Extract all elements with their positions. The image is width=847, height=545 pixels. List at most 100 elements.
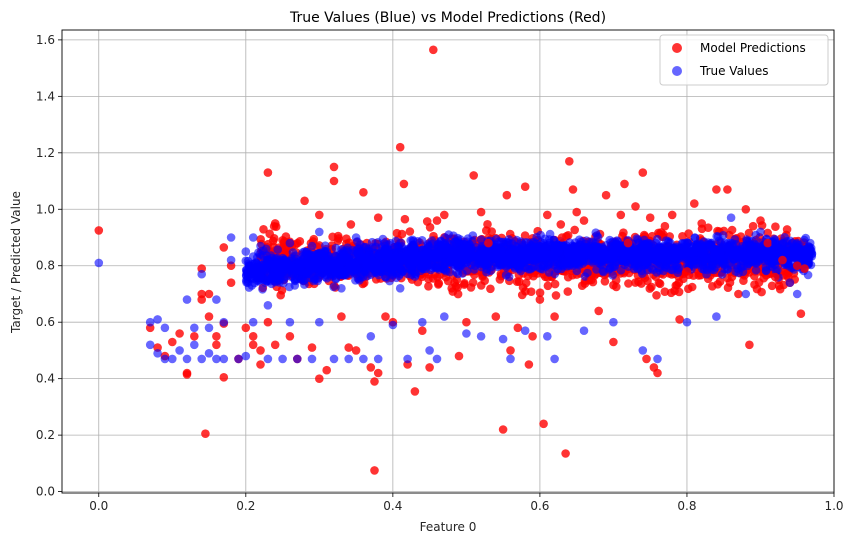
prediction-point [609,337,618,347]
true-value-point-dense [698,249,707,258]
prediction-point [642,354,651,364]
prediction-point [373,368,383,378]
prediction-point-dense [521,278,531,288]
true-value-point-dense [307,241,317,251]
prediction-point [498,425,508,434]
true-value-point [278,354,287,364]
true-value-point-dense [483,259,493,268]
prediction-point-dense [495,275,505,284]
true-value-point-dense [470,265,479,274]
true-value-point-dense [790,252,799,262]
prediction-point [653,368,662,378]
true-value-point [190,340,199,350]
true-value-point-dense [290,281,300,290]
true-value-point [366,332,376,341]
legend-marker-true-values [672,66,682,76]
true-value-point [145,340,155,350]
prediction-point-dense [775,284,785,294]
prediction-point [373,213,383,222]
true-value-point [712,312,721,321]
true-value-point-dense [329,282,338,292]
true-value-point [315,317,324,327]
prediction-point [440,210,449,220]
true-value-point-dense [719,241,728,250]
prediction-point [381,312,390,321]
prediction-point [745,340,754,350]
true-value-point [315,227,324,237]
prediction-point [197,295,206,304]
prediction-point-dense [570,225,579,235]
prediction-point-dense [624,279,633,288]
prediction-point-dense [424,282,433,291]
true-value-point-dense [641,258,651,268]
true-value-point [498,334,508,344]
true-value-point [219,317,229,327]
prediction-point [638,168,648,177]
true-value-point [322,247,332,256]
true-value-point [373,354,383,364]
chart-title: True Values (Blue) vs Model Predictions … [289,10,606,26]
true-value-point-dense [360,267,369,277]
true-value-point-dense [342,246,352,255]
prediction-point [248,332,258,341]
true-value-point [212,295,221,304]
true-value-point-dense [725,259,734,268]
true-value-point-dense [506,258,515,267]
true-value-point [785,278,795,288]
x-tick-label: 0.0 [89,499,108,513]
true-value-point-dense [618,256,627,265]
true-value-point-dense [735,253,744,263]
true-value-point [395,284,405,293]
prediction-point [395,142,405,152]
true-value-point-dense [313,264,323,274]
true-value-point [197,354,206,364]
true-value-point [212,354,221,364]
prediction-point [620,179,629,189]
prediction-point-dense [612,282,621,292]
true-value-point [543,332,552,341]
prediction-point [568,185,578,194]
true-value-point-dense [333,265,342,275]
prediction-point-dense [600,277,610,286]
true-value-point-dense [397,256,406,266]
true-value-point-dense [273,245,283,254]
true-value-point-dense [714,246,723,256]
true-value-point [770,238,780,248]
true-value-point-dense [398,263,407,273]
y-tick-label: 0.6 [36,315,55,329]
prediction-point [418,326,427,336]
true-value-point [204,349,214,358]
prediction-point [190,332,199,341]
true-value-point-dense [718,270,727,279]
true-value-point-dense [751,265,761,275]
true-value-point-dense [745,242,754,251]
true-value-point-dense [712,255,721,265]
true-value-point [476,332,486,341]
y-axis-ticks: 0.0 0.2 0.4 0.6 0.8 1.0 1.2 1.4 1.6 [36,33,62,499]
y-axis-title: Target / Predicted Value [9,191,23,334]
prediction-point [756,216,765,225]
true-value-point-dense [553,264,562,274]
prediction-point [399,179,409,189]
prediction-point-dense [750,280,759,289]
prediction-point [329,176,339,186]
true-value-point [381,244,390,254]
prediction-point [712,185,721,194]
prediction-point [502,190,512,200]
prediction-point [226,278,236,288]
prediction-point [285,332,295,341]
prediction-point [667,210,677,220]
true-value-point-dense [648,249,658,258]
prediction-point [645,213,655,222]
prediction-point [763,238,773,248]
prediction-point [675,315,684,324]
prediction-point [201,429,210,439]
prediction-point [594,306,603,316]
prediction-point [270,219,280,228]
prediction-point-dense [512,277,522,287]
true-value-point [682,317,692,327]
prediction-point-dense [405,227,415,236]
prediction-point [344,343,354,352]
true-value-point-dense [305,266,314,276]
prediction-point [682,267,692,276]
